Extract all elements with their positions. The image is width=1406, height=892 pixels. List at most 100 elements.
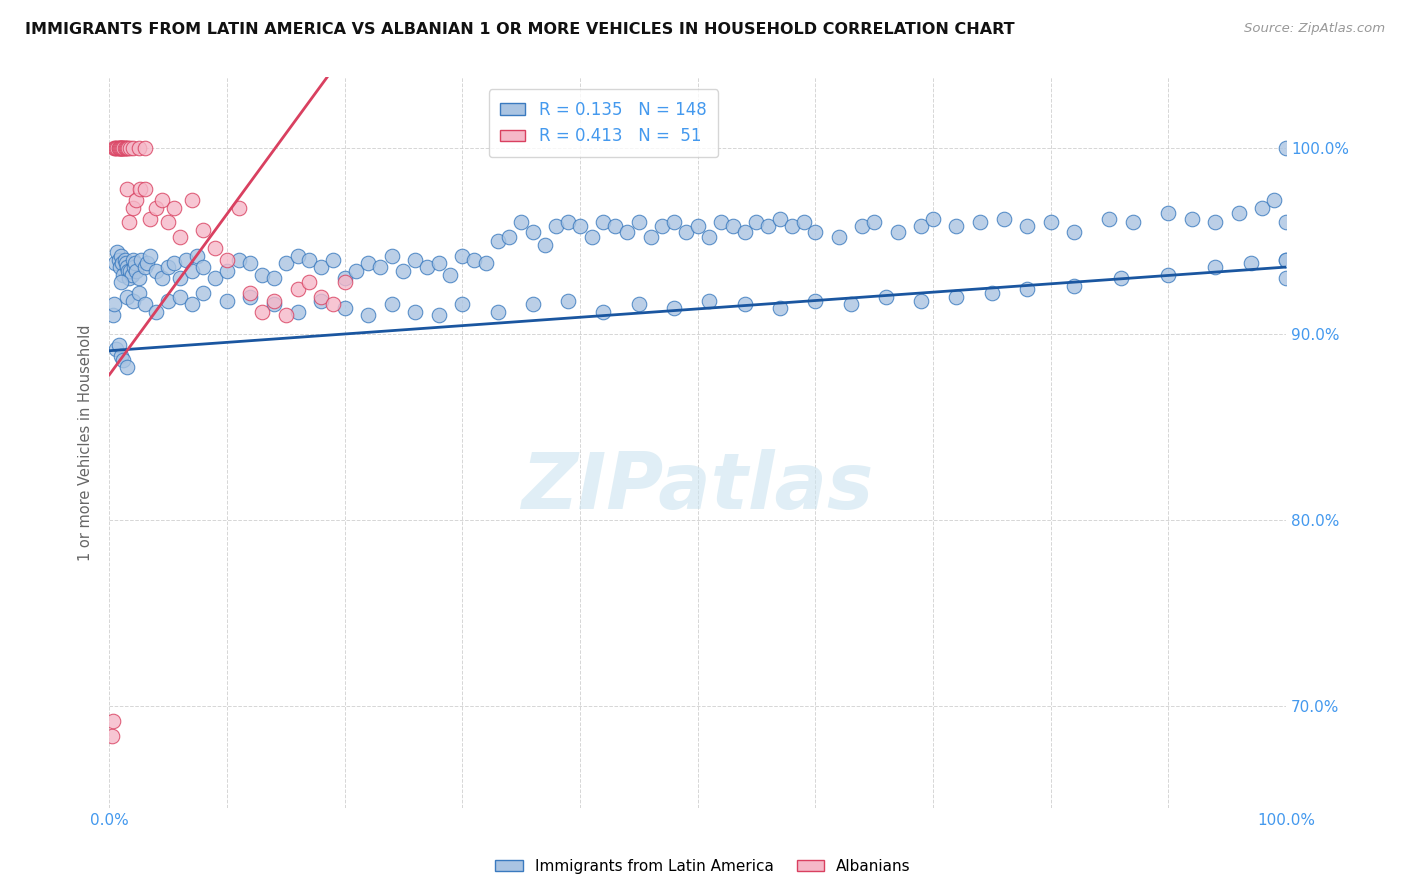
Point	[104, 256, 127, 270]
Point	[333, 271, 356, 285]
Point	[145, 304, 167, 318]
Y-axis label: 1 or more Vehicles in Household: 1 or more Vehicles in Household	[79, 325, 93, 561]
Point	[945, 290, 967, 304]
Point	[851, 219, 873, 234]
Point	[662, 215, 685, 229]
Point	[381, 249, 404, 263]
Point	[392, 264, 415, 278]
Point	[1015, 282, 1038, 296]
Point	[180, 264, 202, 278]
Point	[228, 201, 250, 215]
Point	[404, 304, 426, 318]
Point	[710, 215, 733, 229]
Point	[357, 256, 380, 270]
Point	[1098, 211, 1121, 226]
Legend: R = 0.135   N = 148, R = 0.413   N =  51: R = 0.135 N = 148, R = 0.413 N = 51	[489, 89, 718, 157]
Point	[139, 249, 162, 263]
Point	[804, 293, 827, 308]
Point	[239, 290, 262, 304]
Point	[1240, 256, 1263, 270]
Point	[309, 260, 332, 274]
Point	[333, 301, 356, 315]
Point	[557, 293, 579, 308]
Point	[404, 252, 426, 267]
Point	[124, 256, 146, 270]
Point	[193, 260, 215, 274]
Point	[486, 304, 509, 318]
Point	[110, 141, 132, 155]
Point	[298, 275, 321, 289]
Point	[699, 230, 721, 244]
Point	[863, 215, 886, 229]
Point	[105, 141, 128, 155]
Point	[592, 304, 614, 318]
Point	[945, 219, 967, 234]
Point	[1263, 193, 1285, 207]
Point	[112, 141, 135, 155]
Point	[734, 225, 756, 239]
Point	[110, 349, 132, 363]
Point	[139, 211, 162, 226]
Point	[121, 201, 143, 215]
Point	[287, 304, 309, 318]
Point	[121, 268, 143, 282]
Legend: Immigrants from Latin America, Albanians: Immigrants from Latin America, Albanians	[489, 853, 917, 880]
Point	[1275, 271, 1298, 285]
Point	[125, 193, 148, 207]
Point	[169, 290, 191, 304]
Text: ZIPatlas: ZIPatlas	[522, 449, 873, 524]
Point	[416, 260, 439, 274]
Point	[969, 215, 991, 229]
Point	[215, 252, 238, 267]
Point	[101, 309, 124, 323]
Point	[368, 260, 391, 274]
Point	[104, 141, 127, 155]
Point	[112, 268, 135, 282]
Point	[686, 219, 709, 234]
Point	[115, 260, 138, 274]
Point	[581, 230, 603, 244]
Point	[174, 252, 197, 267]
Point	[114, 141, 136, 155]
Point	[115, 360, 138, 375]
Point	[675, 225, 697, 239]
Point	[357, 309, 380, 323]
Point	[112, 141, 135, 155]
Point	[118, 215, 141, 229]
Point	[215, 264, 238, 278]
Point	[451, 297, 474, 311]
Point	[120, 264, 142, 278]
Point	[107, 252, 129, 267]
Point	[169, 230, 191, 244]
Point	[699, 293, 721, 308]
Point	[105, 342, 128, 356]
Point	[129, 252, 152, 267]
Point	[115, 182, 138, 196]
Point	[651, 219, 673, 234]
Point	[128, 286, 150, 301]
Point	[134, 260, 156, 274]
Point	[756, 219, 779, 234]
Point	[309, 293, 332, 308]
Point	[616, 225, 638, 239]
Point	[215, 293, 238, 308]
Point	[157, 215, 180, 229]
Point	[533, 237, 555, 252]
Point	[322, 252, 344, 267]
Point	[239, 256, 262, 270]
Point	[309, 290, 332, 304]
Point	[486, 234, 509, 248]
Point	[498, 230, 520, 244]
Point	[108, 260, 131, 274]
Point	[193, 286, 215, 301]
Point	[546, 219, 568, 234]
Point	[145, 264, 167, 278]
Point	[204, 271, 226, 285]
Point	[381, 297, 404, 311]
Text: Source: ZipAtlas.com: Source: ZipAtlas.com	[1244, 22, 1385, 36]
Point	[1204, 215, 1226, 229]
Point	[344, 264, 367, 278]
Point	[150, 271, 173, 285]
Point	[734, 297, 756, 311]
Point	[287, 282, 309, 296]
